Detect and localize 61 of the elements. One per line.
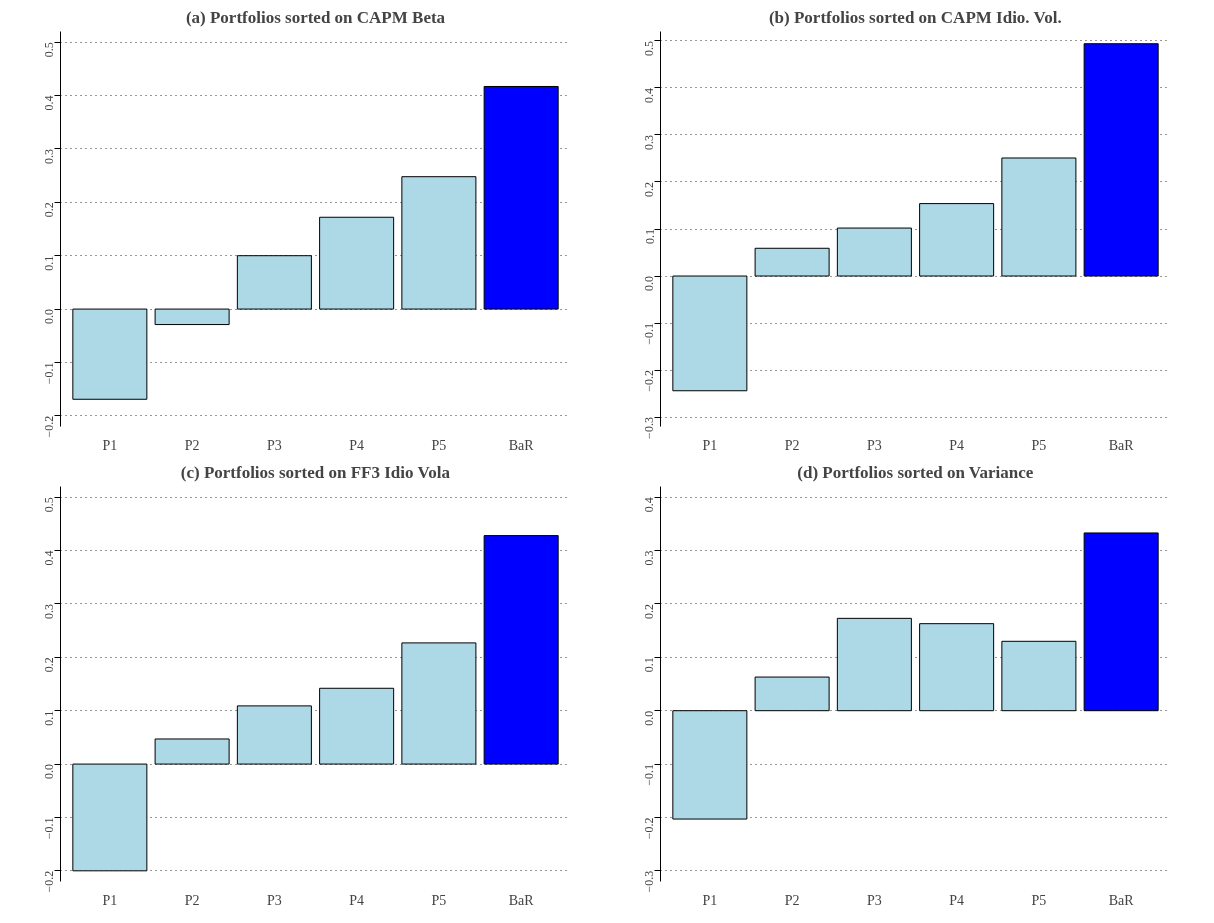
- y-tick-label: 0.1: [642, 657, 657, 673]
- x-tick-label: P4: [949, 892, 965, 908]
- y-tick-label: 0.2: [642, 181, 657, 197]
- y-tick-label: −0.3: [642, 870, 657, 893]
- x-tick-label: P3: [266, 892, 282, 908]
- y-tick-label: −0.2: [42, 415, 57, 438]
- x-tick-label: P5: [1031, 892, 1047, 908]
- x-tick-label: P1: [702, 437, 718, 453]
- y-tick-label: −0.3: [642, 417, 657, 439]
- y-tick-label: 0.0: [42, 764, 57, 780]
- x-tick-label: P2: [184, 437, 200, 453]
- y-tick-label: 0.0: [642, 276, 657, 292]
- y-tick-label: 0.4: [42, 95, 57, 111]
- x-tick-label: P4: [349, 892, 365, 908]
- x-tick-label: BaR: [508, 437, 535, 453]
- x-tick-label: P1: [102, 437, 118, 453]
- y-tick-label: 0.4: [642, 497, 657, 513]
- y-tick-label: 0.3: [642, 134, 657, 150]
- x-tick-label: P4: [949, 437, 965, 453]
- y-tick-label: 0.2: [642, 603, 657, 619]
- y-tick-label: 0.5: [42, 497, 57, 513]
- x-tick-label: P3: [266, 437, 282, 453]
- y-tick-label: −0.1: [642, 323, 657, 345]
- y-tick-label: 0.3: [42, 148, 57, 164]
- y-tick-label: 0.1: [42, 710, 57, 726]
- x-tick-label: P3: [866, 892, 882, 908]
- chart-title: (c) Portfolios sorted on FF3 Idio Vola: [180, 462, 451, 482]
- chart-title: (d) Portfolios sorted on Variance: [797, 462, 1034, 482]
- chart-title: (b) Portfolios sorted on CAPM Idio. Vol.: [768, 7, 1062, 27]
- y-tick-label: 0.5: [42, 42, 57, 58]
- y-tick-label: −0.2: [42, 870, 57, 893]
- y-tick-label: 0.1: [42, 255, 57, 271]
- y-tick-label: 0.4: [642, 87, 657, 103]
- x-tick-label: P5: [431, 437, 447, 453]
- x-tick-label: P5: [431, 892, 447, 908]
- y-tick-label: 0.1: [642, 229, 657, 244]
- y-tick-label: 0.5: [642, 40, 657, 56]
- x-tick-label: P1: [702, 892, 718, 908]
- x-tick-label: P2: [784, 437, 800, 453]
- y-tick-label: 0.2: [42, 657, 57, 673]
- y-tick-label: −0.2: [642, 370, 657, 392]
- y-tick-label: −0.1: [42, 817, 57, 840]
- x-tick-label: P5: [1031, 437, 1047, 453]
- y-tick-label: 0.4: [42, 550, 57, 566]
- x-tick-label: P3: [866, 437, 882, 453]
- y-tick-label: 0.0: [642, 710, 657, 726]
- y-tick-label: 0.3: [642, 550, 657, 566]
- chart-title: (a) Portfolios sorted on CAPM Beta: [185, 7, 446, 27]
- y-tick-label: 0.3: [42, 603, 57, 619]
- y-tick-label: 0.0: [42, 309, 57, 325]
- y-tick-label: 0.2: [42, 202, 57, 218]
- y-tick-label: −0.1: [642, 764, 657, 786]
- y-tick-label: −0.1: [42, 362, 57, 385]
- x-tick-label: BaR: [508, 892, 535, 908]
- x-tick-label: P2: [184, 892, 200, 908]
- x-tick-label: P4: [349, 437, 365, 453]
- x-tick-label: P2: [784, 892, 800, 908]
- x-tick-label: BaR: [1108, 892, 1135, 908]
- y-tick-label: −0.2: [642, 817, 657, 840]
- x-tick-label: P1: [102, 892, 118, 908]
- x-tick-label: BaR: [1108, 437, 1135, 453]
